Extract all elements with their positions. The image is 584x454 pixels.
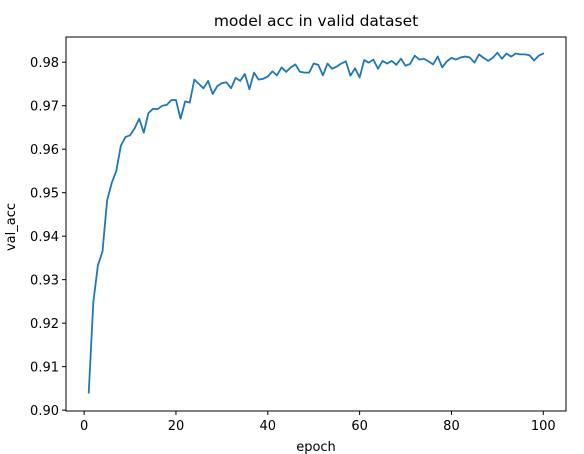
x-tick-label: 40 [260, 419, 277, 434]
y-tick-label: 0.92 [30, 317, 59, 332]
x-tick-label: 20 [168, 419, 185, 434]
x-tick-label: 60 [351, 419, 368, 434]
plot-area [87, 51, 545, 394]
val-acc-series-line [87, 51, 545, 394]
y-tick-label: 0.97 [30, 100, 59, 115]
y-tick-label: 0.93 [30, 274, 59, 289]
y-tick-label: 0.94 [30, 230, 59, 245]
x-axis: 0 20 40 60 80 100 [80, 411, 556, 434]
x-tick-label: 0 [80, 419, 88, 434]
chart-title: model acc in valid dataset [214, 12, 418, 30]
y-tick-label: 0.91 [30, 361, 59, 376]
y-tick-label: 0.96 [30, 143, 59, 158]
y-tick-label: 0.90 [30, 404, 59, 419]
y-tick-label: 0.98 [30, 56, 59, 71]
y-tick-label: 0.95 [30, 187, 59, 202]
x-tick-label: 80 [443, 419, 460, 434]
x-axis-title: epoch [296, 440, 336, 454]
y-axis: 0.90 0.91 0.92 0.93 0.94 0.95 0.96 0.97 0.98 [30, 56, 66, 419]
x-tick-label: 100 [531, 419, 556, 434]
y-axis-title: val_acc [4, 203, 19, 251]
plot-frame [65, 36, 567, 412]
